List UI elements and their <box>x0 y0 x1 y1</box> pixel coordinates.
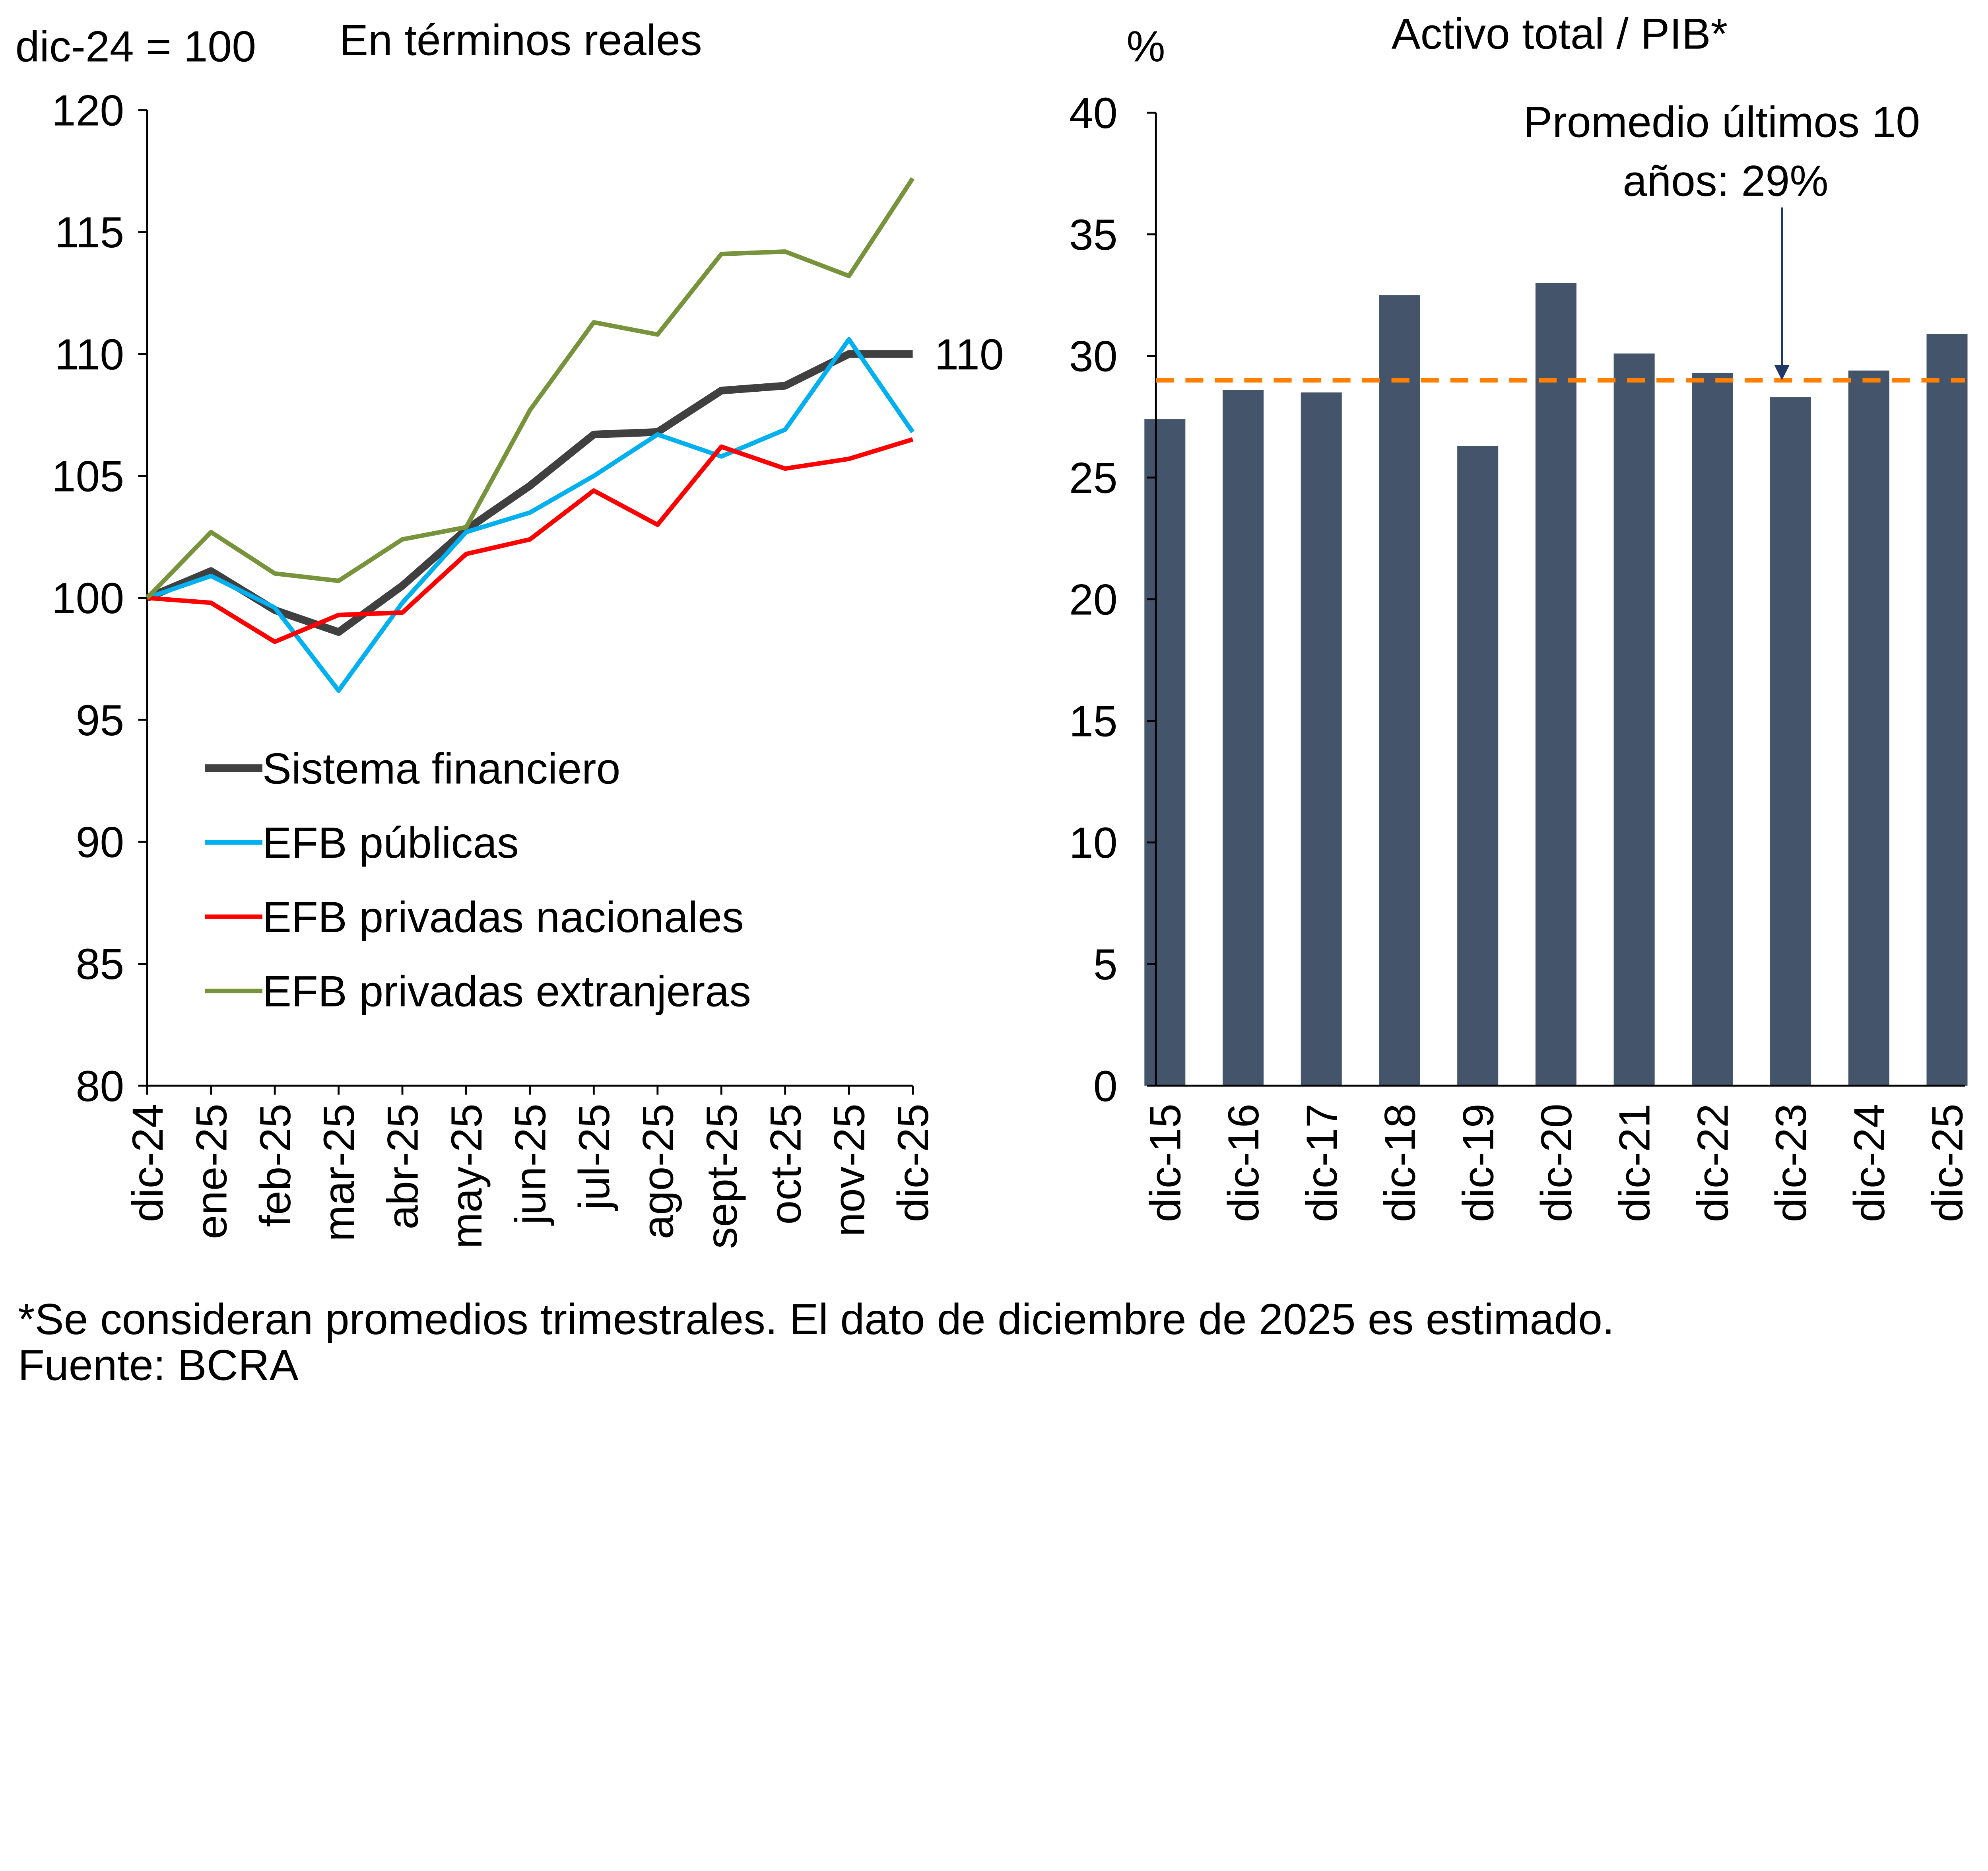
x-tick-label: may-25 <box>443 1104 491 1249</box>
x-tick-label: dic-24 <box>124 1104 172 1222</box>
bar-dic-22 <box>1692 373 1733 1086</box>
x-tick-label: dic-17 <box>1298 1104 1346 1222</box>
x-tick-label: dic-23 <box>1767 1104 1815 1222</box>
x-tick-label: nov-25 <box>825 1104 874 1237</box>
x-tick-label: dic-20 <box>1532 1104 1581 1222</box>
y-tick-label: 80 <box>76 1062 124 1111</box>
right-title: Activo total / PIB* <box>1392 10 1728 58</box>
y-tick-label: 95 <box>76 696 124 745</box>
x-tick-label: ene-25 <box>187 1104 236 1239</box>
x-tick-label: feb-25 <box>251 1104 300 1227</box>
x-tick-label: oct-25 <box>761 1104 810 1224</box>
footnote: *Se consideran promedios trimestrales. E… <box>18 1295 1614 1344</box>
x-tick-label: dic-21 <box>1611 1104 1659 1222</box>
y-tick-label: 10 <box>1069 819 1118 867</box>
y-tick-label: 120 <box>52 87 124 135</box>
x-tick-label: dic-19 <box>1454 1104 1503 1222</box>
series-line-3 <box>146 177 915 600</box>
y-tick-label: 15 <box>1069 697 1118 746</box>
y-tick-label: 105 <box>52 453 124 501</box>
x-tick-label: abr-25 <box>379 1104 427 1229</box>
x-tick-label: dic-22 <box>1689 1104 1737 1222</box>
bar-dic-21 <box>1613 353 1655 1086</box>
y-tick-label: 40 <box>1069 89 1118 138</box>
y-tick-label: 25 <box>1069 454 1118 503</box>
left-ylabel: dic-24 = 100 <box>16 23 256 71</box>
annotation-line-1: Promedio últimos 10 <box>1523 98 1920 146</box>
y-tick-label: 35 <box>1069 211 1118 259</box>
x-tick-label: dic-25 <box>1924 1104 1972 1222</box>
x-tick-label: dic-25 <box>889 1104 938 1222</box>
series-line-1 <box>146 337 915 693</box>
annotation-line-2: años: 29% <box>1623 157 1828 206</box>
right-ylabel: % <box>1126 23 1165 71</box>
bar-dic-23 <box>1770 397 1811 1086</box>
x-tick-label: dic-18 <box>1376 1104 1425 1222</box>
legend-label: EFB privadas nacionales <box>262 893 744 942</box>
y-tick-label: 5 <box>1093 940 1118 989</box>
bar-dic-19 <box>1457 446 1499 1086</box>
left-title: En términos reales <box>339 16 702 64</box>
x-tick-label: jun-25 <box>507 1104 555 1226</box>
bar-dic-24 <box>1848 370 1889 1086</box>
x-tick-label: mar-25 <box>315 1104 363 1242</box>
y-tick-label: 115 <box>55 208 124 257</box>
y-tick-label: 30 <box>1069 332 1118 381</box>
x-tick-label: ago-25 <box>634 1104 682 1239</box>
end-label: 110 <box>934 330 1004 379</box>
bar-dic-15 <box>1144 419 1186 1086</box>
series-line-0 <box>146 350 913 636</box>
series-line-2 <box>147 437 914 644</box>
bar-chart: dic-15 dic-16 dic-17 dic-18 dic-19 dic-20 dic-… <box>1069 89 1972 1222</box>
legend-label: Sistema financiero <box>262 744 620 793</box>
arrow-head-icon <box>1774 365 1790 381</box>
source: Fuente: BCRA <box>18 1341 299 1389</box>
x-tick-label: dic-16 <box>1219 1104 1268 1222</box>
x-tick-label: dic-24 <box>1845 1104 1894 1222</box>
y-tick-label: 100 <box>52 574 124 623</box>
y-tick-label: 110 <box>55 330 124 379</box>
x-tick-label: sept-25 <box>698 1104 746 1249</box>
bar-dic-25 <box>1926 334 1968 1086</box>
y-tick-label: 20 <box>1069 575 1118 624</box>
x-tick-label: dic-15 <box>1141 1104 1190 1222</box>
figure: dic-24 = 100 En términos reales % Activo… <box>16 10 1972 1389</box>
line-chart: 80 85 90 95 100 105 110 115 120 dic-24 ene-25 feb-2… <box>52 87 1004 1249</box>
bar-dic-17 <box>1301 392 1342 1086</box>
y-tick-label: 85 <box>76 940 124 989</box>
bar-dic-16 <box>1223 390 1264 1086</box>
legend-label: EFB privadas extranjeras <box>262 968 751 1016</box>
bar-dic-20 <box>1535 283 1576 1086</box>
x-tick-label: jul-25 <box>570 1104 619 1211</box>
legend-label: EFB públicas <box>262 819 519 867</box>
bar-dic-18 <box>1379 295 1420 1086</box>
y-tick-label: 90 <box>76 818 124 867</box>
y-tick-label: 0 <box>1093 1062 1118 1111</box>
